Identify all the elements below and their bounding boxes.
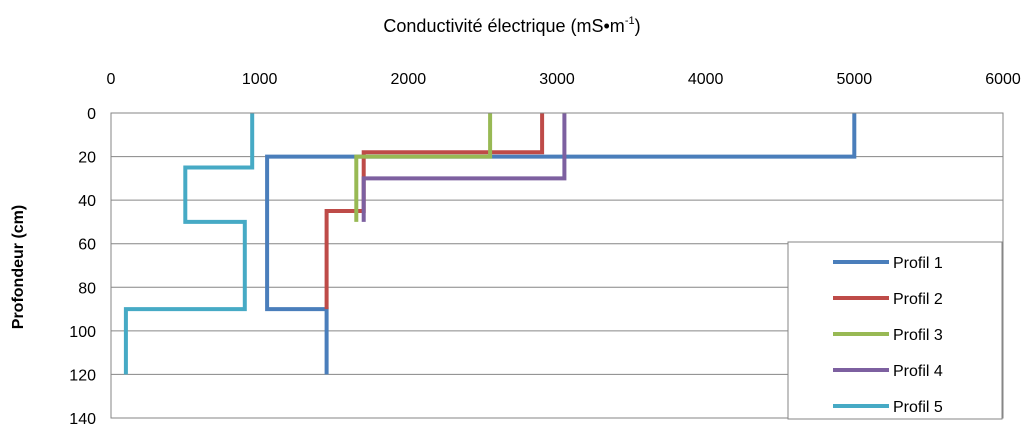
gridlines bbox=[111, 112, 1003, 419]
x-tick-label: 3000 bbox=[539, 71, 575, 88]
y-tick-label: 60 bbox=[78, 237, 96, 254]
x-tick-label: 1000 bbox=[242, 71, 278, 88]
legend-label-profil-2: Profil 2 bbox=[893, 291, 943, 308]
series-lines bbox=[123, 113, 857, 375]
series-line-profil-2 bbox=[324, 113, 545, 310]
y-tick-label: 140 bbox=[69, 411, 96, 428]
x-tick-labels: 0 1000 2000 3000 4000 5000 6000 bbox=[107, 71, 1021, 88]
y-tick-label: 20 bbox=[78, 150, 96, 167]
y-tick-label: 40 bbox=[78, 193, 96, 210]
x-tick-label: 4000 bbox=[688, 71, 724, 88]
y-tick-label: 80 bbox=[78, 280, 96, 297]
x-tick-label: 6000 bbox=[985, 71, 1021, 88]
legend-label-profil-4: Profil 4 bbox=[893, 363, 943, 380]
y-axis-label: Profondeur (cm) bbox=[10, 205, 27, 329]
x-tick-label: 2000 bbox=[391, 71, 427, 88]
plot-frame bbox=[110, 112, 1004, 419]
legend-label-profil-5: Profil 5 bbox=[893, 399, 943, 416]
legend-label-profil-3: Profil 3 bbox=[893, 327, 943, 344]
y-tick-label: 120 bbox=[69, 367, 96, 384]
legend-label-profil-1: Profil 1 bbox=[893, 255, 943, 272]
y-tick-label: 100 bbox=[69, 324, 96, 341]
series-line-profil-3 bbox=[354, 113, 493, 222]
series-line-profil-1 bbox=[265, 113, 857, 375]
series-line-profil-4 bbox=[361, 113, 567, 222]
y-tick-labels: 0 20 40 60 80 100 120 140 bbox=[69, 106, 96, 428]
x-tick-label: 5000 bbox=[837, 71, 873, 88]
y-tick-label: 0 bbox=[87, 106, 96, 123]
series-line-profil-5 bbox=[123, 113, 255, 375]
chart-title: Conductivité électrique (mS•m-1) bbox=[383, 15, 640, 36]
legend: Profil 1 Profil 2 Profil 3 Profil 4 Profil 5 bbox=[787, 241, 1003, 420]
legend-box bbox=[787, 241, 1003, 420]
x-tick-label: 0 bbox=[107, 71, 116, 88]
